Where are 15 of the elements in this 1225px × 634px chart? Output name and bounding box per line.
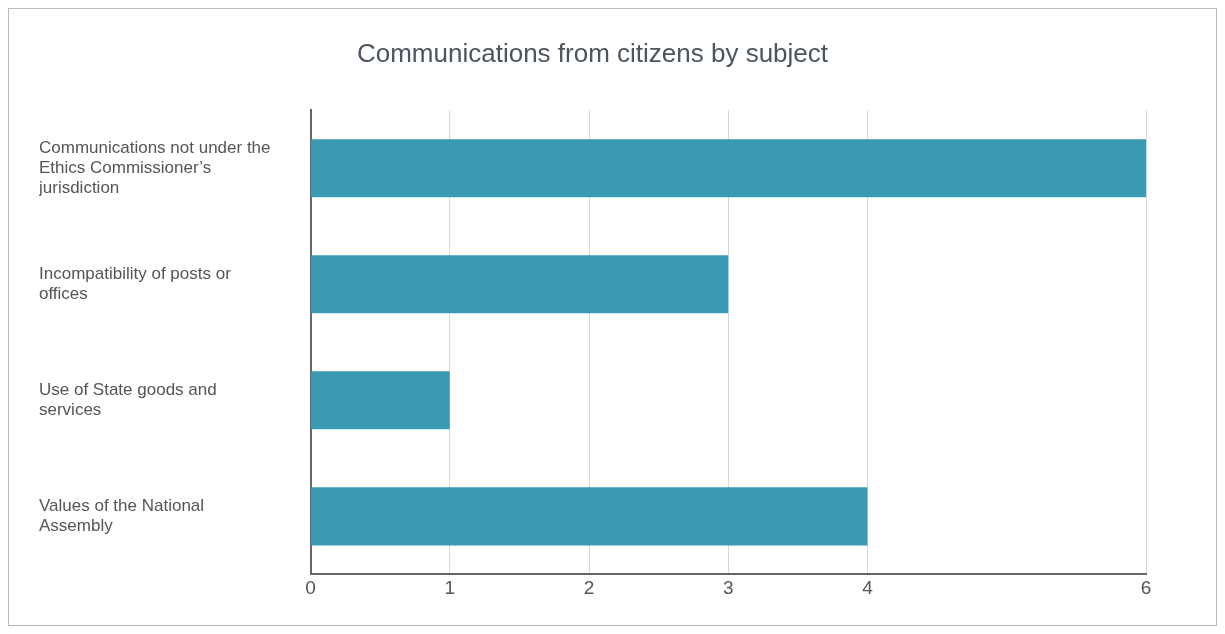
y-tick-label: Incompatibility of posts or offices: [39, 263, 232, 304]
bar: [311, 139, 1146, 198]
y-tick-label: Values of the National Assembly: [39, 495, 205, 536]
bar: [311, 487, 868, 546]
bar: [311, 371, 450, 430]
x-tick-label: 4: [862, 577, 874, 599]
bar: [311, 255, 729, 314]
chart-title: Communications from citizens by subject: [356, 37, 829, 68]
y-tick-label: Use of State goods and services: [39, 379, 217, 420]
x-tick-label: 3: [722, 577, 734, 599]
x-tick-label: 2: [583, 577, 595, 599]
x-tick-label: 0: [305, 577, 316, 599]
y-tick-label: Communications not under the Ethics Commissioner’s jurisdiction: [38, 137, 271, 198]
x-tick-label: 1: [444, 577, 456, 599]
x-tick-label: 6: [1140, 577, 1152, 599]
